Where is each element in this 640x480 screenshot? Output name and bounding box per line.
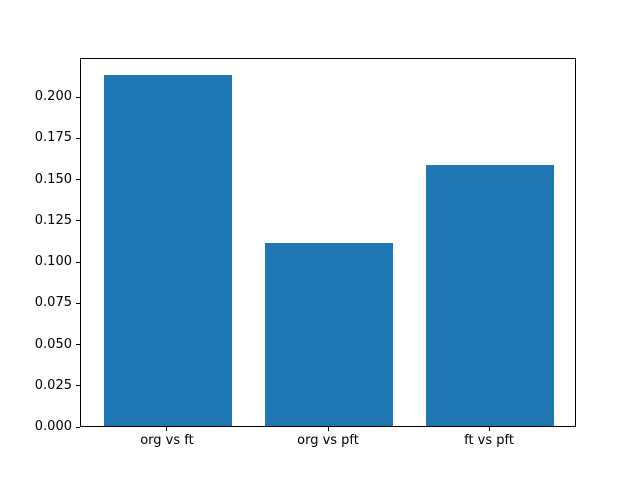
y-tick-mark [76, 220, 80, 222]
y-tick-label: 0.050 [34, 336, 72, 352]
y-tick-mark [76, 302, 80, 304]
y-tick-label: 0.175 [34, 130, 72, 146]
y-tick-label: 0.025 [34, 377, 72, 393]
y-tick-label: 0.200 [34, 89, 72, 105]
y-tick-mark [76, 426, 80, 428]
x-tick-mark [166, 427, 168, 431]
y-tick-mark [76, 96, 80, 98]
y-tick-label: 0.000 [34, 419, 72, 434]
x-tick-label-org-vs-pft: org vs pft [297, 433, 359, 448]
bar-ft-vs-pft [425, 165, 555, 426]
bar-org-vs-pft [264, 242, 394, 426]
y-tick-mark [76, 261, 80, 263]
y-tick-mark [76, 344, 80, 346]
y-tick-mark [76, 179, 80, 181]
y-tick-label: 0.100 [34, 254, 72, 270]
x-tick-mark [327, 427, 329, 431]
plot-area [80, 58, 576, 427]
y-tick-label: 0.075 [34, 295, 72, 311]
y-tick-mark [76, 385, 80, 387]
x-tick-mark [488, 427, 490, 431]
x-tick-label-ft-vs-pft: ft vs pft [464, 433, 514, 448]
y-tick-label: 0.150 [34, 171, 72, 187]
y-tick-label: 0.125 [34, 212, 72, 228]
x-tick-label-org-vs-ft: org vs ft [140, 433, 194, 448]
y-tick-mark [76, 137, 80, 139]
bar-org-vs-ft [103, 74, 233, 426]
